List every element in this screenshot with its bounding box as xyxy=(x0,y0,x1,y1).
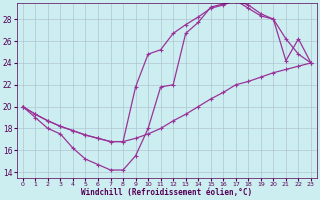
X-axis label: Windchill (Refroidissement éolien,°C): Windchill (Refroidissement éolien,°C) xyxy=(81,188,252,197)
